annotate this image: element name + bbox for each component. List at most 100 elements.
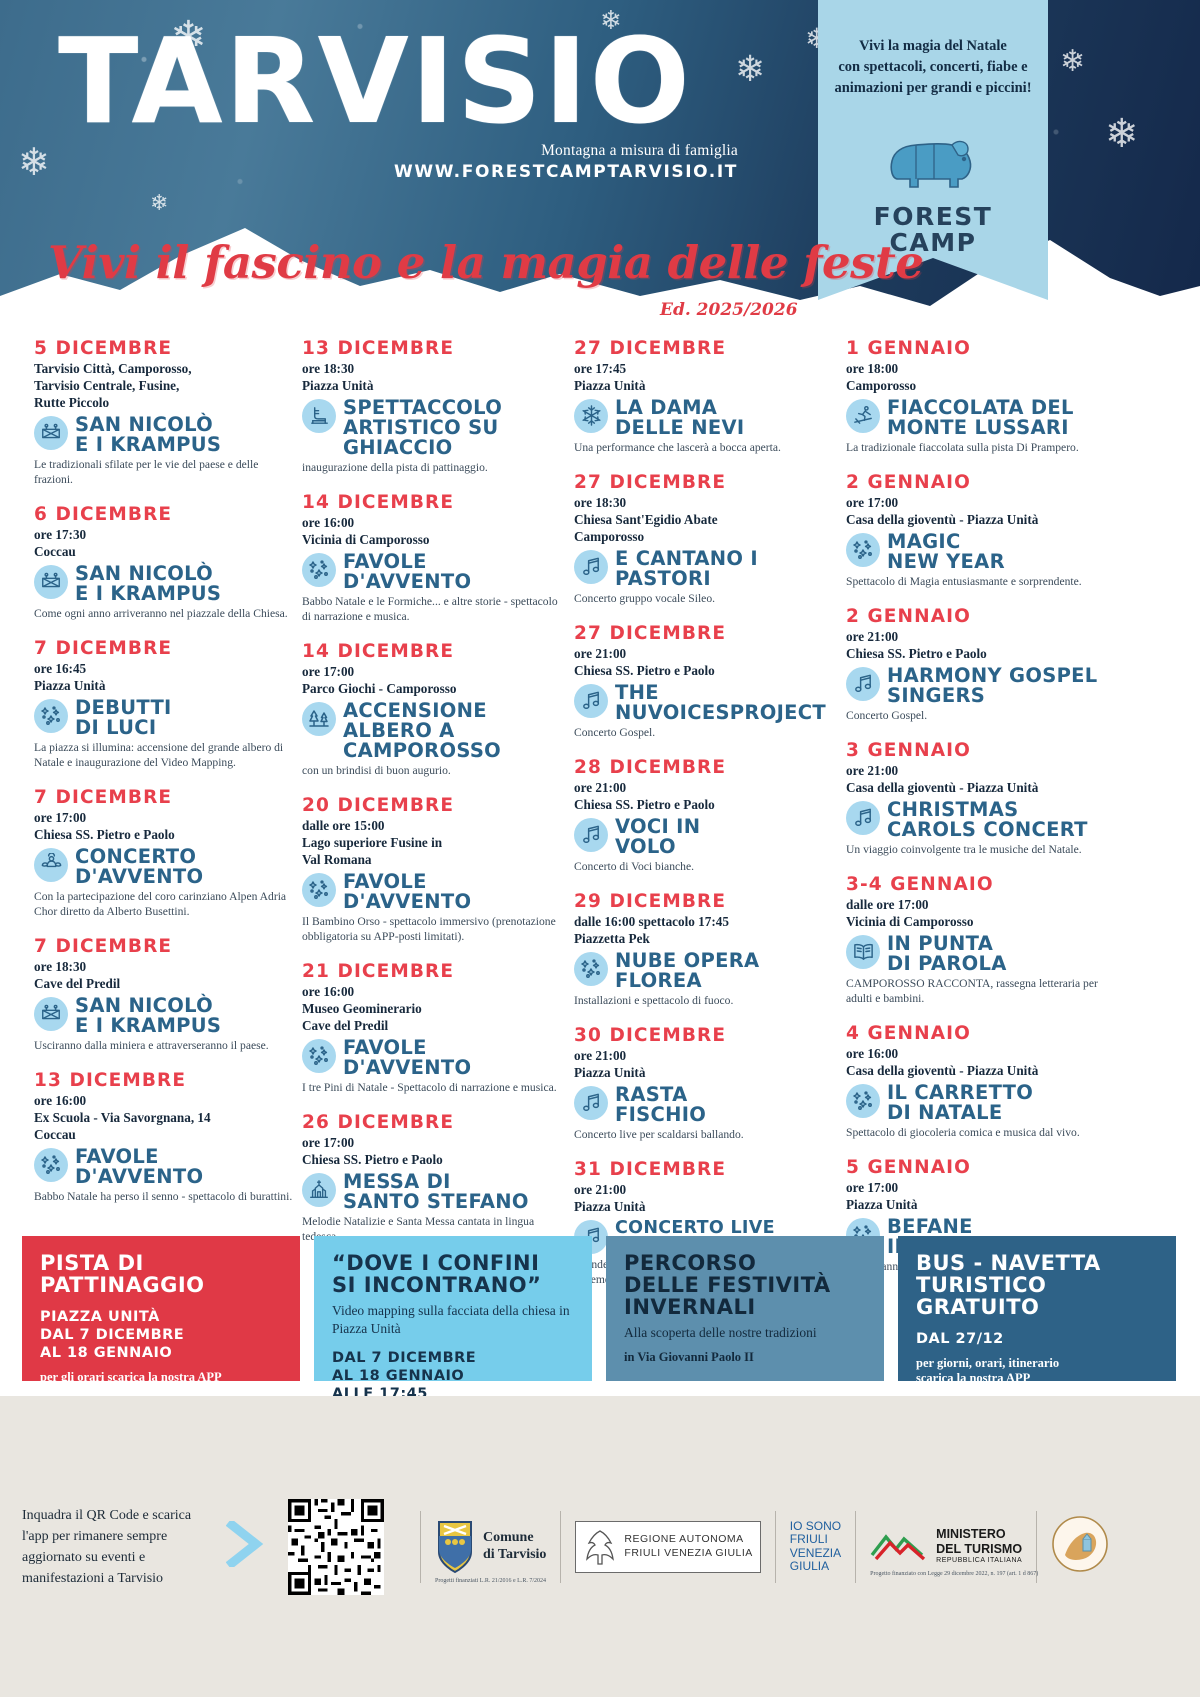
music-note-icon xyxy=(574,1085,608,1120)
snowflake-icon: ❄ xyxy=(150,190,169,215)
event-card[interactable]: 13 DICEMBRE ore 16:00 Ex Scuola - Via Savo… xyxy=(34,1070,294,1204)
event-description: I tre Pini di Natale - Spettacolo di nar… xyxy=(302,1081,557,1094)
event-date: 6 DICEMBRE xyxy=(34,503,173,525)
info-box-navy[interactable]: BUS - NAVETTA TURISTICO GRATUITO DAL 27/12 p… xyxy=(898,1236,1176,1385)
event-date: 31 DICEMBRE xyxy=(574,1158,727,1180)
event-card[interactable]: 20 DICEMBRE dalle ore 15:00 Lago superiore… xyxy=(302,795,562,944)
event-date: 28 DICEMBRE xyxy=(574,756,727,778)
info-box-steel[interactable]: PERCORSO DELLE FESTIVITÀ INVERNALI Alla sco… xyxy=(606,1236,884,1381)
edition-label: Ed. 2025/2026 xyxy=(660,300,798,320)
event-card[interactable]: 3 GENNAIO ore 21:00 Casa della gioventù - … xyxy=(846,740,1106,857)
event-title: MESSA DI SANTO STEFANO xyxy=(343,1169,529,1213)
event-title: E CANTANO I PASTORI xyxy=(615,546,758,590)
snowflake-icon: ❄ xyxy=(735,49,766,89)
event-description: Usciranno dalla miniera e attraverserann… xyxy=(34,1039,269,1053)
qr-code[interactable] xyxy=(288,1498,384,1595)
event-meta: ore 21:00 Casa della gioventù - Piazza Un… xyxy=(846,763,1039,795)
event-card[interactable]: 14 DICEMBRE ore 16:00 Vicinia di Campoross… xyxy=(302,492,562,624)
event-card[interactable]: 7 DICEMBRE ore 16:45 Piazza Unità DEBUTTI DI… xyxy=(34,638,294,770)
coat-of-arms-icon xyxy=(438,1520,472,1573)
sparkles-icon xyxy=(302,872,336,907)
angel-icon xyxy=(34,847,68,882)
event-date: 14 DICEMBRE xyxy=(302,641,455,663)
event-card[interactable]: 13 DICEMBRE ore 18:30 Piazza Unità SPETTACC… xyxy=(302,338,562,475)
event-date: 7 DICEMBRE xyxy=(34,787,173,809)
info-box-cyan[interactable]: “DOVE I CONFINI SI INCONTRANO” Video mappi… xyxy=(314,1236,592,1402)
event-title: FIACCOLATA DEL MONTE LUSSARI xyxy=(887,395,1074,439)
event-date: 13 DICEMBRE xyxy=(34,1070,187,1092)
events-grid: 5 DICEMBRE Tarvisio Città, Camporosso, Tar… xyxy=(0,338,1200,1286)
info-box-red[interactable]: PISTA DI PATTINAGGIO PIAZZA UNITÀ DAL 7 DIC… xyxy=(22,1236,300,1384)
book-icon xyxy=(846,934,880,969)
event-meta: ore 16:45 Piazza Unità xyxy=(34,660,106,693)
event-meta: ore 18:30 Cave del Predil xyxy=(34,959,121,991)
event-meta: ore 21:00 Piazza Unità xyxy=(574,1047,646,1080)
event-card[interactable]: 27 DICEMBRE ore 17:45 Piazza Unità LA DAMA D… xyxy=(574,338,834,455)
event-card[interactable]: 3-4 GENNAIO dalle ore 17:00 Vicinia di Cam… xyxy=(846,874,1106,1006)
info-box-note: in Via Giovanni Paolo II xyxy=(624,1349,754,1364)
drum-icon xyxy=(34,415,68,450)
event-card[interactable]: 5 DICEMBRE Tarvisio Città, Camporosso, Tar… xyxy=(34,338,294,487)
snowflake-icon: ❄ xyxy=(170,13,207,62)
music-note-icon xyxy=(574,683,608,718)
event-card[interactable]: 7 DICEMBRE ore 17:00 Chiesa SS. Pietro e P… xyxy=(34,787,294,919)
event-description: Concerto di Voci bianche. xyxy=(574,859,694,873)
event-card[interactable]: 27 DICEMBRE ore 21:00 Chiesa SS. Pietro e … xyxy=(574,623,834,740)
drum-icon xyxy=(34,996,68,1031)
events-column-2: 13 DICEMBRE ore 18:30 Piazza Unità SPETTACC… xyxy=(302,338,574,1243)
chevron-right-icon xyxy=(225,1518,274,1572)
snow-mountains xyxy=(0,228,1200,330)
sparkles-icon xyxy=(846,532,880,567)
pro-loco-logo xyxy=(1051,1515,1109,1578)
event-title: THE NUVOICESPROJECT xyxy=(615,680,826,724)
event-card[interactable]: 1 GENNAIO ore 18:00 Camporosso FIACCOLATA D… xyxy=(846,338,1106,455)
event-title: SPETTACCOLO ARTISTICO SU GHIACCIO xyxy=(343,395,503,459)
event-date: 7 DICEMBRE xyxy=(34,637,173,659)
event-meta: ore 17:00 Chiesa SS. Pietro e Paolo xyxy=(34,810,175,842)
event-card[interactable]: 21 DICEMBRE ore 16:00 Museo Geominerario Ca… xyxy=(302,961,562,1095)
church-icon xyxy=(302,1172,336,1207)
event-title: IN PUNTA DI PAROLA xyxy=(887,931,1007,975)
event-card[interactable]: 26 DICEMBRE ore 17:00 Chiesa SS. Pietro e … xyxy=(302,1112,562,1244)
poster-footer: Inquadra il QR Code e scarica l'app per … xyxy=(0,1396,1200,1697)
website-url[interactable]: WWW.FORESTCAMPTARVISIO.IT xyxy=(394,162,738,182)
event-date: 27 DICEMBRE xyxy=(574,622,727,644)
event-date: 4 GENNAIO xyxy=(846,1023,971,1045)
info-box-title: PISTA DI PATTINAGGIO xyxy=(40,1251,205,1298)
event-card[interactable]: 6 DICEMBRE ore 17:30 Coccau SAN NICOLÒ E I K… xyxy=(34,504,294,621)
regione-fvg-logo: REGIONE AUTONOMA FRIULI VENEZIA GIULIA xyxy=(575,1520,761,1573)
event-date: 3-4 GENNAIO xyxy=(846,874,994,895)
music-note-icon xyxy=(574,549,608,584)
event-card[interactable]: 4 GENNAIO ore 16:00 Casa della gioventù - … xyxy=(846,1023,1106,1140)
event-title: MAGIC NEW YEAR xyxy=(887,529,1005,573)
event-card[interactable]: 29 DICEMBRE dalle 16:00 spettacolo 17:45 P… xyxy=(574,891,834,1008)
event-description: Le tradizionali sfilate per le vie del p… xyxy=(34,457,259,486)
logo-text-forest: FOREST xyxy=(873,202,993,232)
event-meta: Tarvisio Città, Camporosso, Tarvisio Cent… xyxy=(34,361,192,410)
event-description: Babbo Natale e le Formiche... e altre st… xyxy=(302,595,558,624)
event-card[interactable]: 27 DICEMBRE ore 18:30 Chiesa Sant'Egidio A… xyxy=(574,472,834,606)
page-title: TARVISIO xyxy=(58,12,692,150)
event-title: CHRISTMAS CAROLS CONCERT xyxy=(887,797,1088,841)
event-description: Installazioni e spettacolo di fuoco. xyxy=(574,993,734,1007)
event-card[interactable]: 2 GENNAIO ore 17:00 Casa della gioventù - … xyxy=(846,472,1106,589)
sparkles-icon xyxy=(34,698,68,733)
event-card[interactable]: 7 DICEMBRE ore 18:30 Cave del Predil SAN NI… xyxy=(34,936,294,1053)
event-meta: ore 16:00 Museo Geominerario Cave del Pred… xyxy=(302,984,422,1033)
music-note-icon xyxy=(846,800,880,835)
event-description: Concerto live per scaldarsi ballando. xyxy=(574,1127,744,1141)
event-card[interactable]: 14 DICEMBRE ore 17:00 Parco Giochi - Campo… xyxy=(302,641,562,778)
info-box-subtitle: Alla scoperta delle nostre tradizioni xyxy=(624,1325,817,1341)
logo-text-camp: CAMP xyxy=(889,228,977,258)
event-card[interactable]: 28 DICEMBRE ore 21:00 Chiesa SS. Pietro e … xyxy=(574,757,834,874)
bear-icon xyxy=(890,140,972,188)
event-date: 13 DICEMBRE xyxy=(302,338,455,359)
mountain-icon xyxy=(870,1534,926,1561)
event-date: 5 GENNAIO xyxy=(846,1157,971,1179)
music-note-icon xyxy=(574,817,608,852)
iosono-line4: GIULIA xyxy=(789,1558,830,1573)
event-card[interactable]: 2 GENNAIO ore 21:00 Chiesa SS. Pietro e Pa… xyxy=(846,606,1106,723)
event-card[interactable]: 30 DICEMBRE ore 21:00 Piazza Unità RASTA FIS… xyxy=(574,1025,834,1142)
poster-title-block: TARVISIO Montagna a misura di famiglia W… xyxy=(58,22,778,182)
event-title: LA DAMA DELLE NEVI xyxy=(615,395,745,439)
